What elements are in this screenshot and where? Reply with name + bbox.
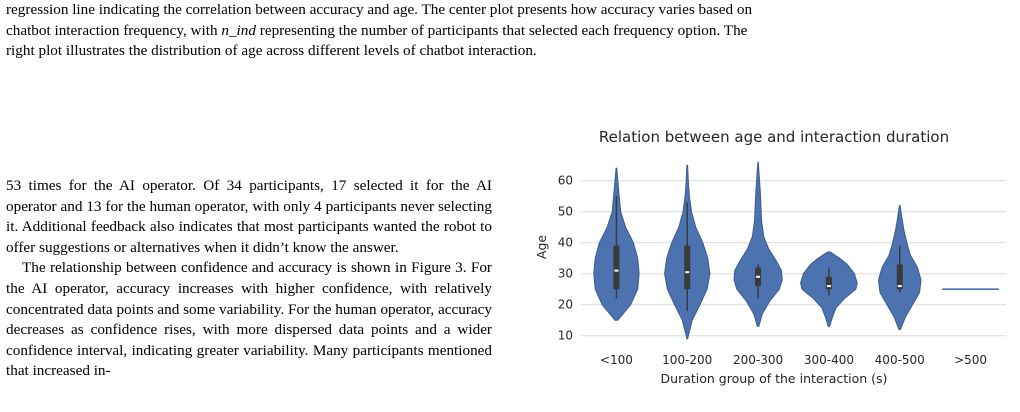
- body-text-column: 53 times for the AI operator. Of 34 part…: [6, 176, 492, 382]
- caption-line-1: regression line indicating the correlati…: [6, 1, 753, 18]
- violin-iqr-box: [613, 245, 620, 290]
- y-gridlines: [581, 180, 1006, 337]
- x-tick-label: 300-400: [804, 353, 854, 367]
- y-tick-label: 50: [558, 205, 573, 219]
- x-axis-label: Duration group of the interaction (s): [661, 371, 888, 386]
- caption-line-2-end: representing the number of participants …: [259, 21, 748, 39]
- x-tick-label: 400-500: [875, 353, 925, 367]
- y-axis-label: Age: [534, 235, 549, 259]
- x-tick-label: >500: [954, 353, 987, 367]
- x-tick-label: 100-200: [662, 353, 712, 367]
- violin-iqr-box: [684, 245, 691, 290]
- y-tick-label: 20: [558, 298, 573, 312]
- violin-iqr-box: [896, 264, 903, 290]
- caption-line-2: chatbot interaction frequency, with n_in…: [6, 21, 1014, 42]
- x-tick-label: <100: [600, 353, 633, 367]
- violin-body: [733, 161, 783, 327]
- violin-chart-svg: Relation between age and interaction dur…: [534, 128, 1006, 386]
- caption-line-3: right plot illustrates the distribution …: [6, 42, 537, 59]
- n-ind-variable: n_ind: [221, 21, 256, 39]
- x-tick-label: 200-300: [733, 353, 783, 367]
- y-tick-label: 40: [558, 236, 573, 250]
- axis-ticks: 10 20 30 40 50 60 <100 100-200 200-300 300-400 400…: [558, 174, 987, 367]
- caption-line-2-start: chatbot interaction frequency, with: [6, 21, 218, 39]
- y-tick-label: 60: [558, 174, 573, 188]
- violin-iqr-box: [825, 276, 832, 290]
- violin-chart: Relation between age and interaction dur…: [516, 122, 1020, 412]
- body-paragraph-2: The relationship between confidence and …: [6, 259, 492, 380]
- y-tick-label: 30: [558, 267, 573, 281]
- figure-caption: regression line indicating the correlati…: [6, 0, 1014, 62]
- chart-title: Relation between age and interaction dur…: [599, 128, 949, 146]
- body-paragraph-1: 53 times for the AI operator. Of 34 part…: [6, 177, 492, 256]
- violins: [593, 161, 999, 340]
- y-tick-label: 10: [558, 329, 573, 343]
